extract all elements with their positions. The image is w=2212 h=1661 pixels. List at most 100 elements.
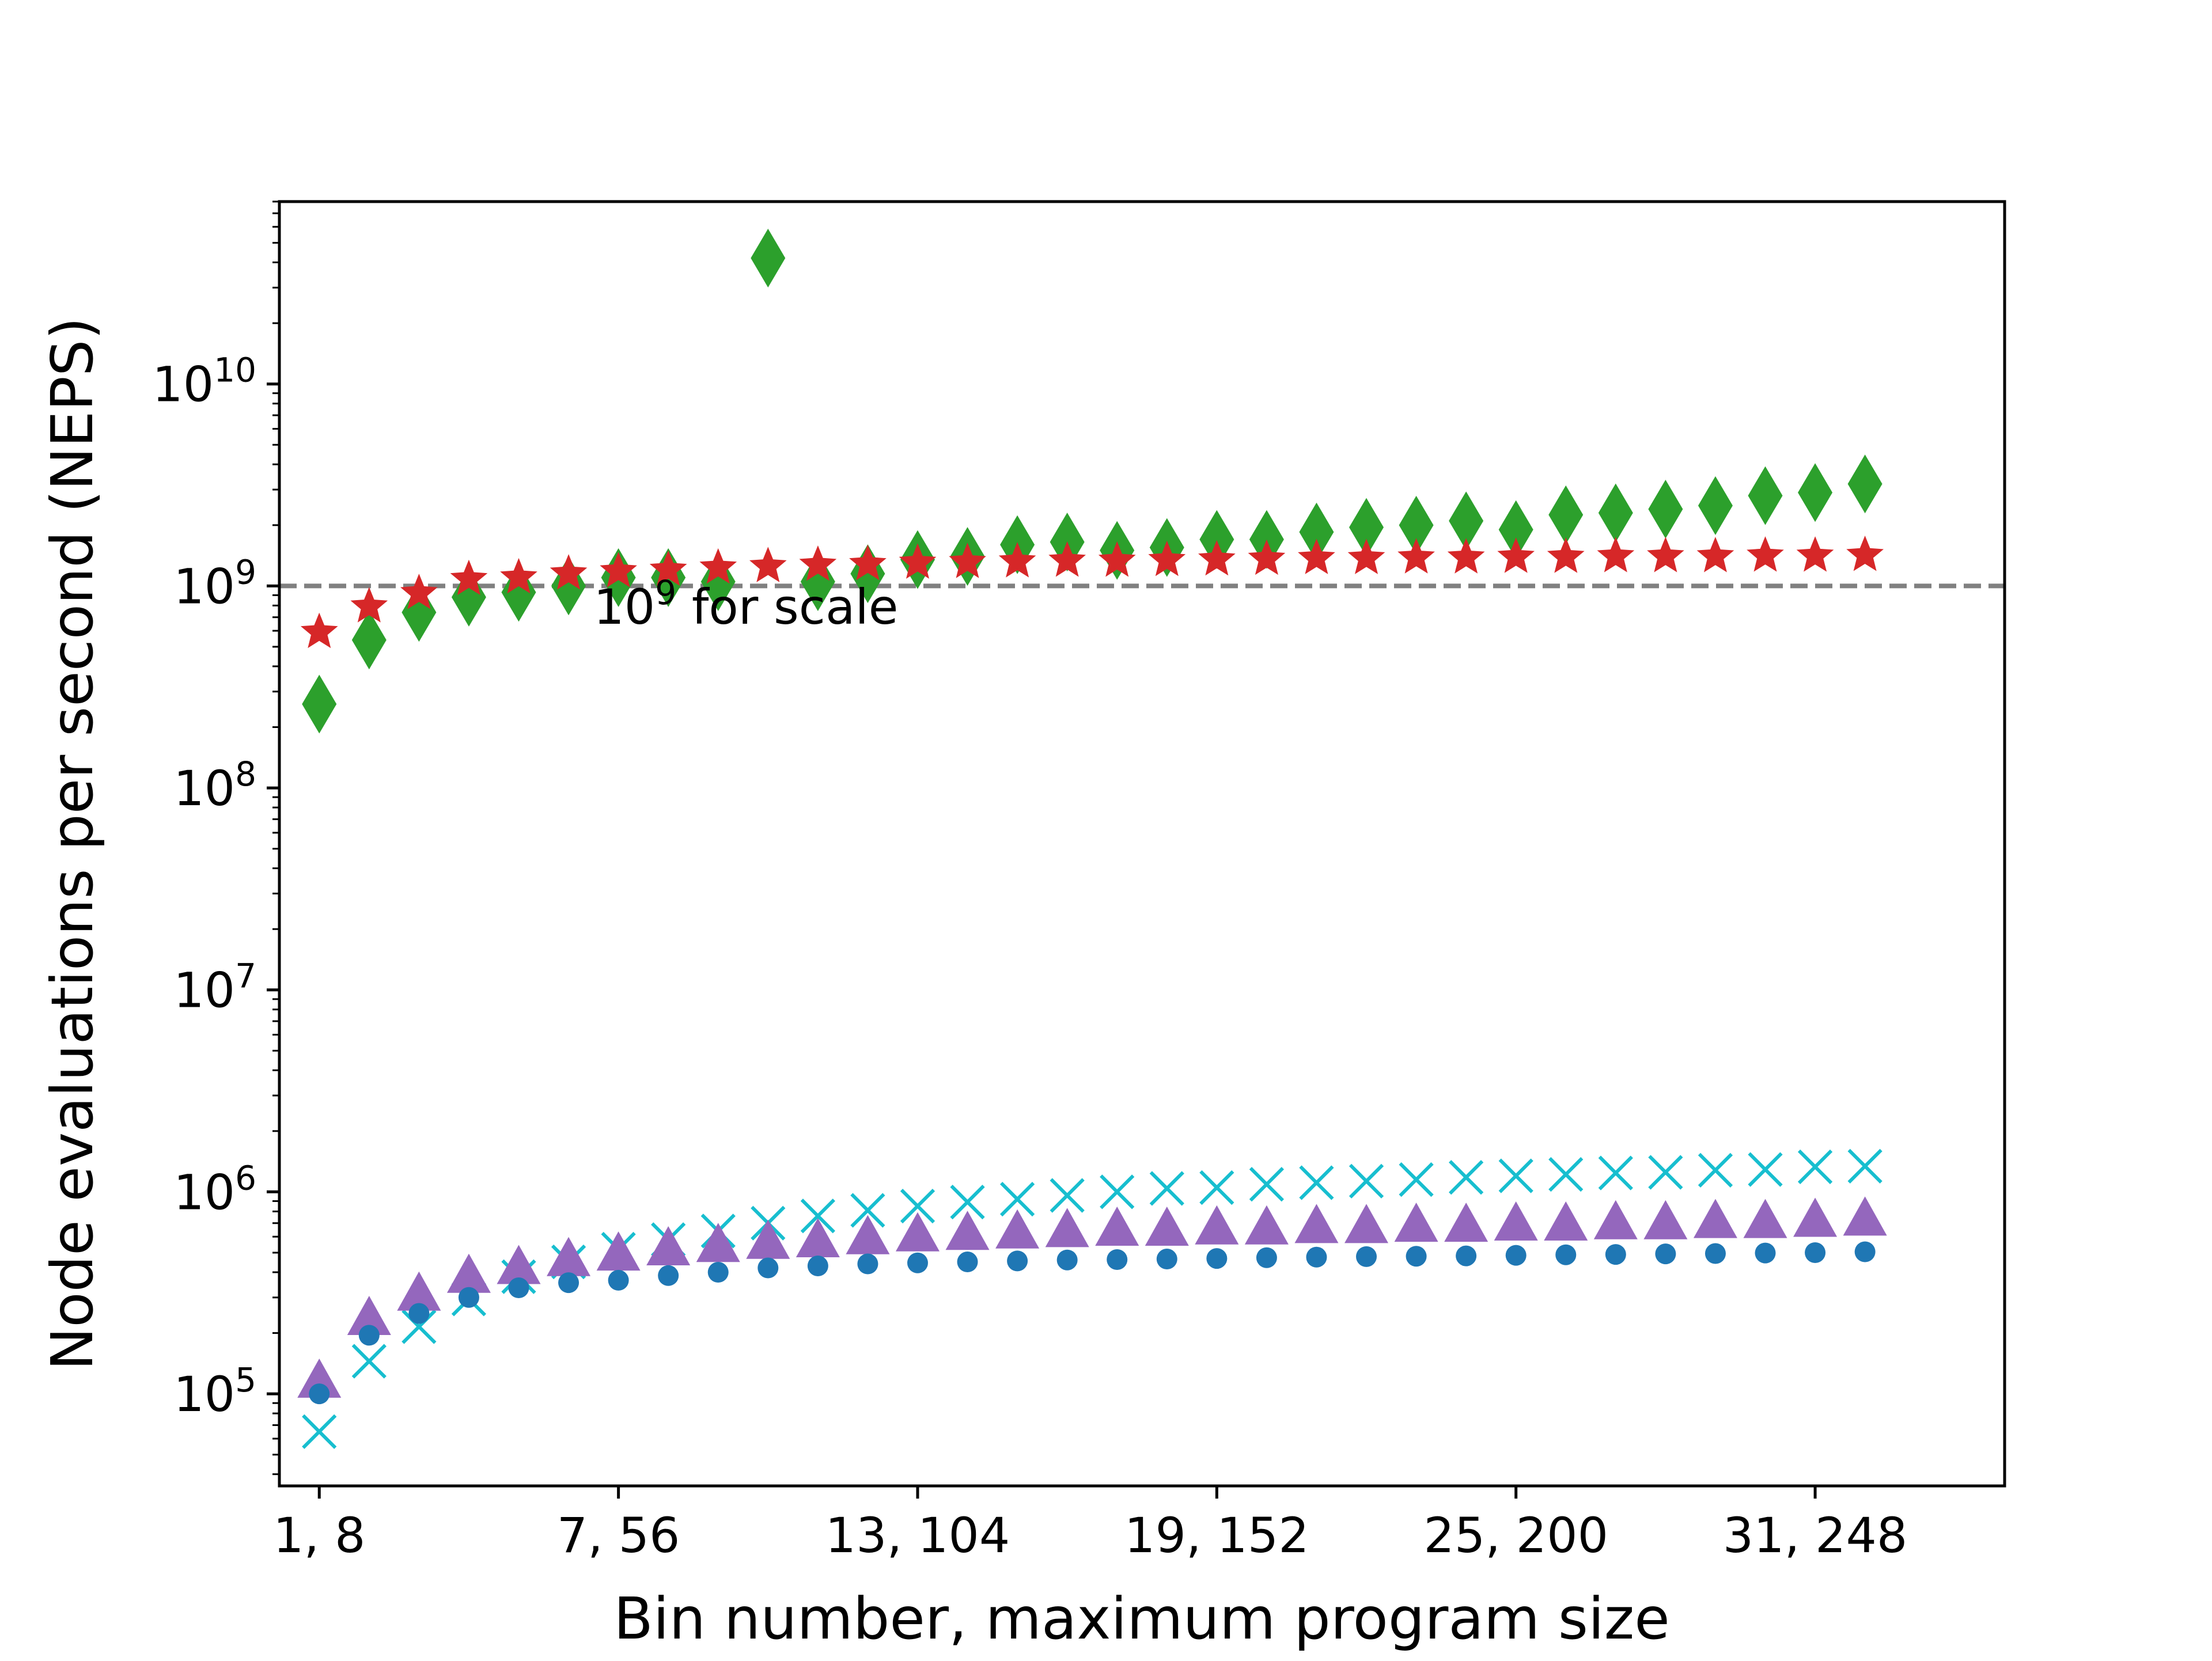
y-tick-label: 1010 bbox=[152, 351, 256, 413]
triangle-point bbox=[646, 1226, 691, 1266]
series-circle bbox=[309, 1241, 1876, 1405]
star-point bbox=[1647, 537, 1684, 572]
x-point bbox=[1449, 1160, 1484, 1195]
star-point bbox=[1447, 538, 1485, 574]
star-point bbox=[1846, 536, 1884, 571]
circle-point bbox=[1007, 1250, 1028, 1272]
star-point bbox=[350, 587, 388, 623]
series-triangle bbox=[297, 1196, 1887, 1398]
x-point bbox=[1748, 1152, 1783, 1187]
x-point bbox=[999, 1182, 1035, 1217]
y-tick-base: 10 bbox=[173, 1366, 235, 1423]
circle-point bbox=[408, 1303, 430, 1324]
triangle-point bbox=[945, 1211, 990, 1250]
x-tick-label: 7, 56 bbox=[557, 1507, 680, 1564]
diamond-point bbox=[1299, 502, 1334, 562]
triangle-point bbox=[1095, 1207, 1139, 1246]
star-point bbox=[1597, 537, 1635, 572]
star-point bbox=[1048, 541, 1086, 577]
triangle-point bbox=[596, 1231, 641, 1271]
triangle-point bbox=[796, 1218, 840, 1258]
x-tick-label: 1, 8 bbox=[273, 1507, 365, 1564]
x-point bbox=[1498, 1158, 1533, 1193]
diamond-point bbox=[751, 229, 786, 288]
diamond-point bbox=[1498, 500, 1533, 559]
triangle-point bbox=[446, 1253, 491, 1293]
triangle-point bbox=[1145, 1207, 1189, 1246]
star-point bbox=[1796, 536, 1834, 572]
x-point bbox=[1349, 1163, 1384, 1199]
y-tick-label: 108 bbox=[173, 754, 256, 817]
y-tick-exp: 7 bbox=[235, 957, 256, 996]
circle-point bbox=[608, 1269, 629, 1291]
star-point bbox=[1098, 541, 1136, 577]
circle-point bbox=[1605, 1244, 1626, 1265]
star-point bbox=[300, 612, 338, 649]
star-point bbox=[849, 544, 887, 581]
star-point bbox=[1298, 539, 1335, 574]
x-point bbox=[1149, 1171, 1184, 1206]
triangle-point bbox=[1195, 1205, 1239, 1245]
y-tick-base: 10 bbox=[173, 760, 235, 817]
circle-point bbox=[1107, 1249, 1128, 1271]
circle-point bbox=[1505, 1245, 1527, 1266]
y-tick-exp: 10 bbox=[214, 351, 256, 390]
triangle-point bbox=[1544, 1201, 1588, 1241]
plot-frame bbox=[278, 200, 2006, 1488]
y-tick-base: 10 bbox=[173, 962, 235, 1019]
x-point bbox=[1050, 1178, 1085, 1213]
triangle-point bbox=[1394, 1203, 1438, 1242]
star-point bbox=[1547, 537, 1585, 573]
circle-point bbox=[907, 1252, 928, 1273]
circle-point bbox=[458, 1287, 479, 1308]
circle-point bbox=[658, 1265, 679, 1286]
diamond-point bbox=[1847, 454, 1883, 514]
triangle-point bbox=[746, 1219, 790, 1259]
triangle-point bbox=[1593, 1200, 1638, 1239]
x-point bbox=[1648, 1155, 1683, 1190]
x-point bbox=[900, 1189, 935, 1224]
circle-point bbox=[1555, 1244, 1577, 1265]
triangle-point bbox=[696, 1223, 740, 1262]
reference-annotation: 109 for scale bbox=[593, 573, 898, 635]
circle-point bbox=[1755, 1242, 1776, 1264]
x-tick-label: 19, 152 bbox=[1124, 1507, 1309, 1564]
diamond-point bbox=[1349, 498, 1384, 557]
x-point bbox=[800, 1199, 835, 1234]
y-tick-label: 106 bbox=[173, 1158, 256, 1220]
star-point bbox=[998, 542, 1036, 578]
triangle-point bbox=[1743, 1199, 1787, 1238]
x-point bbox=[1598, 1155, 1633, 1190]
x-tick-label: 13, 104 bbox=[825, 1507, 1010, 1564]
star-point bbox=[799, 545, 837, 581]
circle-point bbox=[1705, 1243, 1726, 1264]
y-tick-exp: 9 bbox=[235, 552, 256, 591]
diamond-point bbox=[451, 567, 486, 627]
star-point bbox=[1497, 537, 1535, 573]
star-point bbox=[899, 543, 937, 579]
diamond-point bbox=[1648, 480, 1683, 539]
circle-point bbox=[1156, 1249, 1177, 1270]
circle-point bbox=[1854, 1241, 1876, 1262]
star-point bbox=[649, 550, 687, 586]
circle-point bbox=[1056, 1249, 1078, 1271]
x-tick-label: 25, 200 bbox=[1423, 1507, 1608, 1564]
star-point bbox=[1696, 537, 1734, 572]
y-tick-base: 10 bbox=[152, 357, 214, 413]
diamond-point bbox=[1399, 495, 1434, 555]
reference-annotation-exp: 9 bbox=[655, 573, 676, 612]
x-point bbox=[351, 1344, 387, 1379]
triangle-point bbox=[1344, 1204, 1389, 1243]
circle-point bbox=[807, 1255, 828, 1276]
x-point bbox=[302, 1414, 337, 1449]
series-star bbox=[300, 536, 1884, 649]
triangle-point bbox=[547, 1237, 591, 1276]
axis-layer: 109 for scale 1, 8 7, 56 13, 104 19, 152 25, … bbox=[152, 200, 1907, 1564]
diamond-point bbox=[351, 610, 387, 670]
star-point bbox=[1397, 538, 1435, 574]
star-point bbox=[1248, 539, 1286, 575]
star-point bbox=[600, 552, 637, 587]
